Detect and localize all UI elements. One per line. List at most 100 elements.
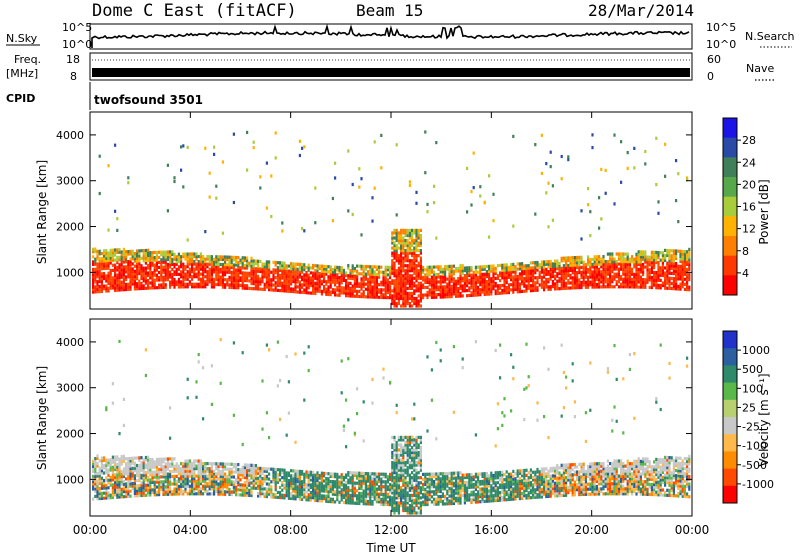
echo-cell: [215, 282, 218, 287]
echo-cell: [659, 251, 662, 255]
echo-cell: [92, 255, 95, 259]
echo-cell: [655, 278, 658, 282]
echo-cell: [353, 289, 356, 293]
echo-cell: [466, 266, 469, 270]
echo-cell: [144, 281, 147, 285]
echo-cell: [175, 484, 178, 488]
echo-cell: [424, 268, 427, 272]
echo-cell: [210, 255, 213, 259]
echo-cell: [103, 484, 106, 488]
echo-cell: [681, 282, 684, 286]
echo-cell: [226, 475, 229, 479]
echo-cell: [166, 459, 169, 464]
echo-cell: [428, 273, 431, 277]
echo-cell: [188, 474, 191, 478]
echo-cell: [131, 459, 134, 463]
echo-cell: [551, 267, 554, 271]
echo-cell: [107, 458, 110, 462]
echo-cell: [283, 281, 286, 285]
echo-cell: [149, 470, 152, 474]
echo-cell: [287, 380, 290, 384]
echo-cell: [96, 254, 99, 259]
echo-cell: [347, 498, 350, 502]
echo-cell: [606, 267, 609, 271]
echo-cell: [303, 268, 306, 272]
echo-cell: [426, 202, 429, 206]
echo-cell: [298, 472, 301, 476]
echo-cell: [96, 474, 99, 478]
echo-cell: [400, 286, 403, 290]
echo-cell: [492, 192, 495, 196]
echo-cell: [644, 162, 647, 166]
echo-cell: [565, 258, 568, 263]
echo-cell: [140, 491, 143, 495]
echo-cell: [466, 276, 469, 280]
echo-cell: [628, 280, 631, 284]
echo-cell: [380, 485, 383, 489]
echo-cell: [204, 474, 207, 478]
echo-cell: [384, 270, 387, 274]
echo-cell: [221, 268, 224, 272]
echo-cell: [604, 272, 607, 276]
echo-cell: [204, 285, 207, 289]
echo-cell: [362, 272, 365, 276]
echo-cell: [362, 267, 365, 271]
echo-cell: [193, 474, 196, 478]
echo-cell: [347, 496, 350, 500]
echo-cell: [602, 277, 605, 281]
echo-cell: [657, 276, 660, 280]
echo-cell: [371, 272, 374, 276]
echo-cell: [681, 285, 684, 289]
echo-cell: [263, 492, 266, 496]
echo-cell: [683, 250, 686, 254]
echo-cell: [226, 462, 229, 466]
echo-cell: [94, 462, 97, 466]
echo-cell: [155, 273, 158, 277]
echo-cell: [122, 482, 125, 486]
echo-cell: [582, 270, 585, 274]
echo-cell: [96, 252, 99, 256]
echo-cell: [565, 264, 568, 268]
echo-cell: [604, 260, 607, 264]
echo-cell: [204, 477, 207, 481]
echo-cell: [202, 282, 205, 286]
echo-cell: [593, 280, 596, 284]
echo-cell: [105, 274, 108, 278]
nsky-frame: [89, 23, 693, 50]
echo-cell: [626, 272, 629, 276]
echo-cell: [371, 489, 374, 494]
echo-cell: [151, 251, 154, 255]
echo-cell: [351, 488, 354, 493]
echo-cell: [307, 369, 310, 373]
echo-cell: [679, 252, 682, 256]
echo-cell: [459, 286, 462, 291]
echo-cell: [516, 287, 519, 291]
nsky-panel: N.Sky 10^5 10^0 10^5 10^0 N.Search: [6, 21, 795, 51]
echo-cell: [373, 272, 376, 277]
echo-cell: [532, 273, 535, 277]
echo-cell: [290, 279, 293, 283]
echo-cell: [338, 271, 341, 275]
echo-cell: [155, 480, 158, 484]
echo-cell: [595, 277, 598, 282]
echo-cell: [356, 269, 359, 273]
echo-cell: [169, 487, 172, 491]
echo-cell: [540, 283, 543, 287]
echo-cell: [94, 280, 97, 284]
echo-cell: [186, 477, 189, 481]
echo-cell: [285, 266, 288, 270]
echo-cell: [217, 260, 220, 264]
echo-cell: [567, 268, 570, 273]
echo-cell: [151, 470, 154, 474]
echo-cell: [543, 280, 546, 284]
echo-cell: [202, 257, 205, 261]
echo-cell: [411, 264, 414, 268]
echo-cell: [213, 277, 216, 281]
echo-cell: [92, 462, 95, 466]
echo-cell: [584, 270, 587, 274]
echo-cell: [98, 269, 101, 273]
echo-cell: [441, 287, 444, 291]
echo-cell: [191, 477, 194, 481]
echo-cell: [672, 279, 675, 283]
echo-cell: [281, 284, 284, 288]
